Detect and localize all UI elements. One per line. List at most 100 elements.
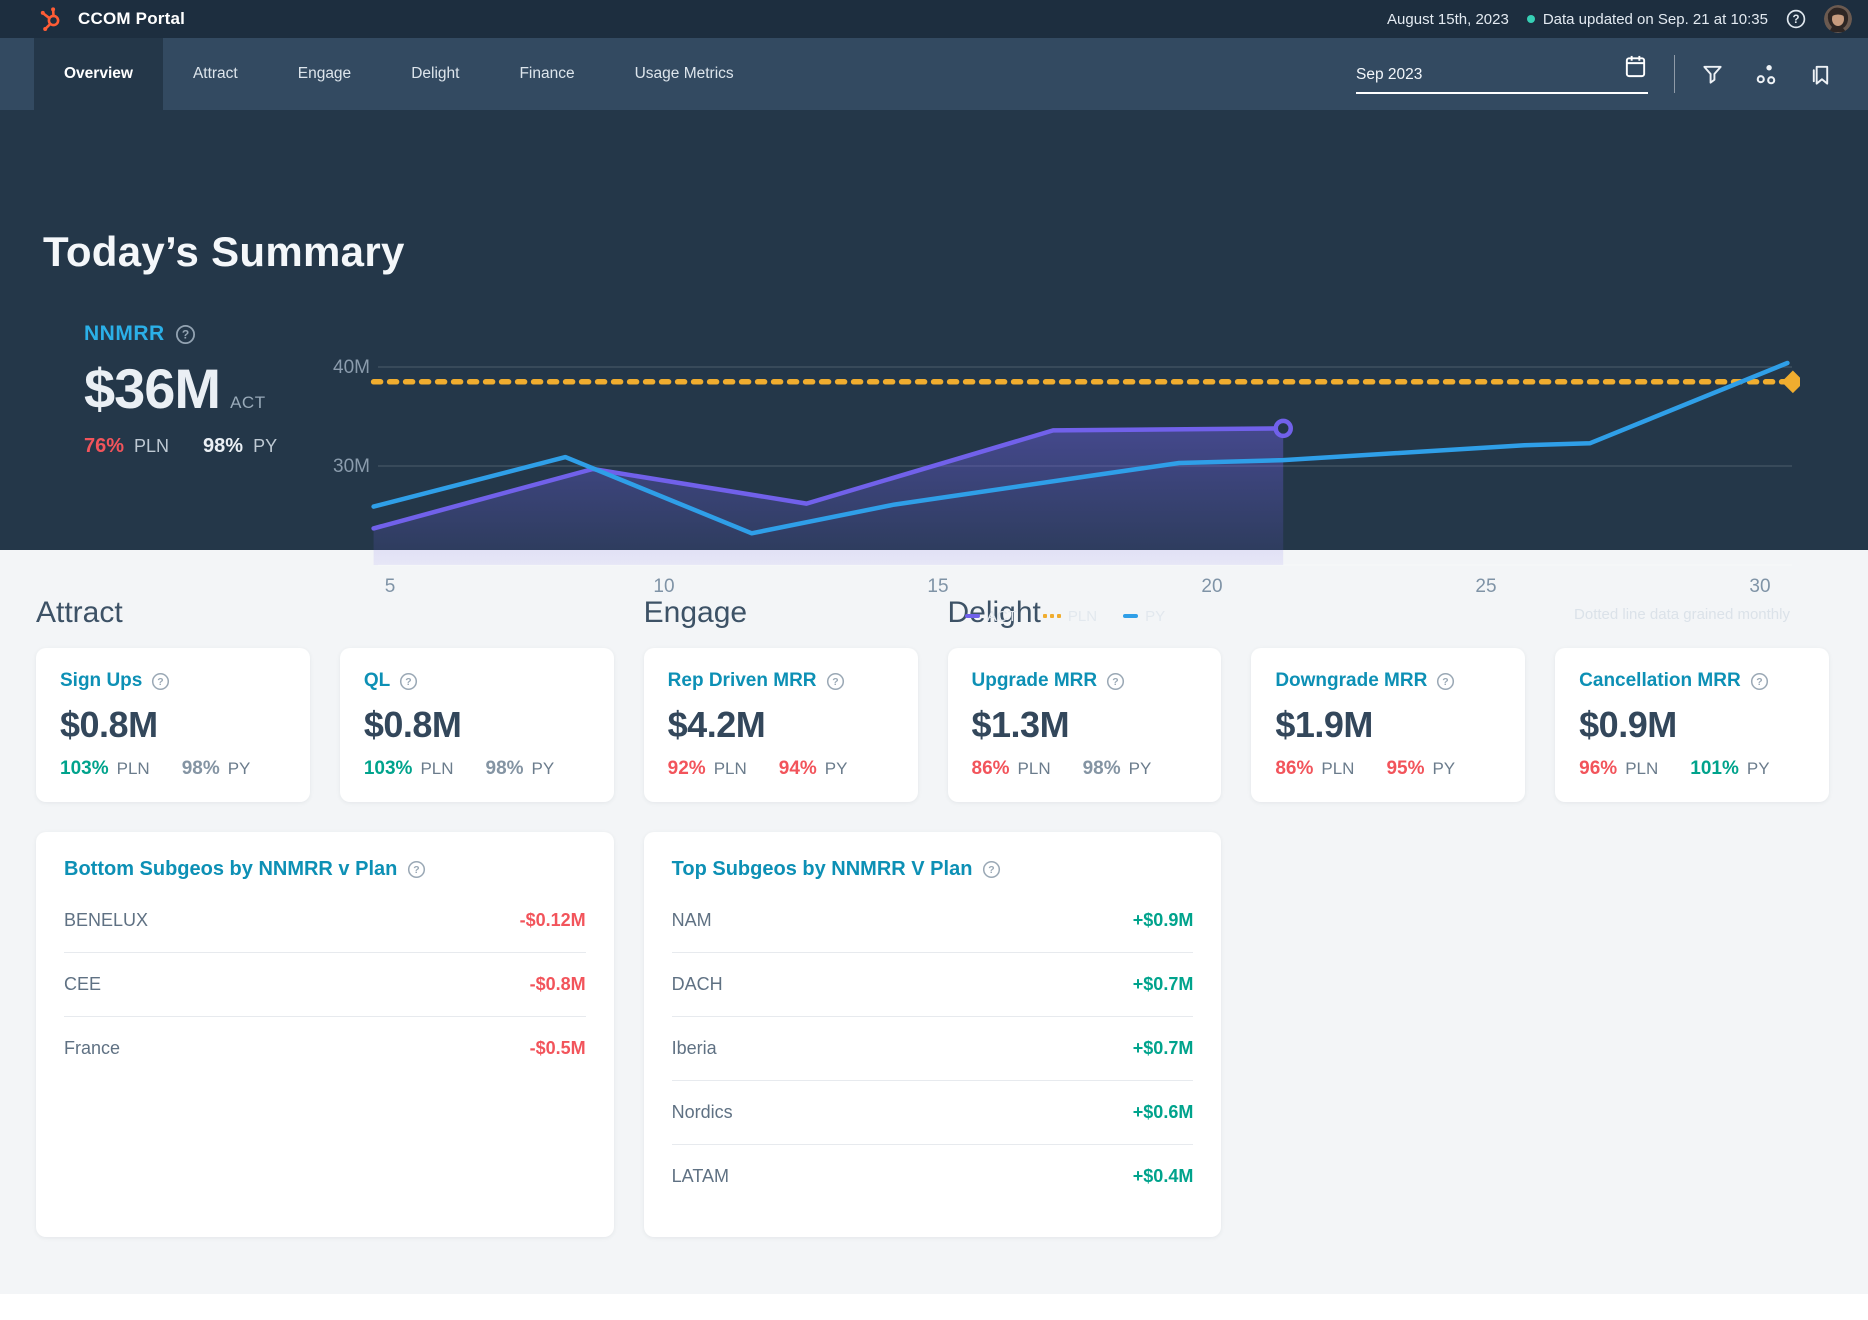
subgeo-value: -$0.5M [529, 1038, 586, 1058]
tab-usage-metrics[interactable]: Usage Metrics [634, 65, 734, 82]
subgeo-row: CEE -$0.8M [64, 953, 586, 1017]
metric-cards-grid: Sign Ups ? $0.8M 103% PLN 98% PY QL ? $0… [36, 648, 1829, 802]
metric-value: $0.8M [60, 704, 158, 745]
chart-footnote: Dotted line data grained monthly [1574, 606, 1790, 623]
subgeo-label: Nordics [671, 1102, 733, 1122]
metric-card-ql: QL ? $0.8M 103% PLN 98% PY [339, 648, 614, 802]
metric-help-icon[interactable]: ? [1750, 672, 1769, 691]
pln-label: PLN [1017, 759, 1051, 778]
subgeo-row: BENELUX -$0.12M [64, 889, 586, 953]
subgeo-row: DACH +$0.7M [671, 953, 1194, 1017]
metric-help-icon[interactable]: ? [826, 672, 845, 691]
filter-icon[interactable] [1701, 63, 1724, 86]
metric-vs-plan-row: 92% PLN 94% PY [668, 758, 894, 780]
help-icon[interactable]: ? [1786, 9, 1806, 29]
page-title: Today’s Summary [43, 228, 405, 275]
legend-item-py: PY [1123, 608, 1165, 625]
pln-label: PLN [713, 759, 747, 778]
data-freshness-dot [1526, 15, 1535, 23]
pln-label: PLN [1625, 759, 1659, 778]
metric-help-icon[interactable]: ? [1436, 672, 1455, 691]
footer-strip [0, 1294, 1868, 1320]
subgeo-value: -$0.8M [529, 974, 586, 994]
month-picker-field[interactable]: Sep 2023 [1356, 54, 1648, 94]
share-icon[interactable] [1754, 62, 1779, 87]
section-header-engage: Engage [643, 596, 748, 629]
subgeo-card-bottom: Bottom Subgeos by NNMRR v Plan ? BENELUX… [36, 832, 614, 1237]
py-label: PY [1432, 759, 1456, 778]
svg-text:?: ? [1756, 677, 1762, 688]
subgeo-label: France [64, 1038, 121, 1058]
subgeo-row: Nordics +$0.6M [671, 1081, 1194, 1145]
svg-text:?: ? [1112, 677, 1118, 688]
navbar: Overview Attract Engage Delight Finance Usage… [0, 38, 1868, 110]
py-label: PY [253, 436, 278, 456]
current-date: August 15th, 2023 [1387, 10, 1509, 28]
subgeo-label: DACH [671, 974, 723, 994]
subgeo-value: +$0.4M [1132, 1166, 1194, 1186]
metric-card-title: Rep Driven MRR [667, 670, 817, 691]
metric-card-title: QL [363, 670, 391, 691]
subgeo-cards-row: Bottom Subgeos by NNMRR v Plan ? BENELUX… [36, 832, 1829, 1237]
metrics-section: Attract Engage Delight Sign Ups ? $0.8M 10… [0, 596, 1868, 1237]
legend-swatch-dash [1123, 614, 1139, 618]
metric-card-title: Downgrade MRR [1275, 670, 1428, 691]
metric-pln-pct: 86% [971, 758, 1010, 779]
section-header-attract: Attract [36, 596, 123, 629]
legend-swatch-dots [1042, 614, 1061, 618]
tab-attract[interactable]: Attract [192, 65, 238, 82]
nav-divider [1674, 55, 1675, 93]
metric-card-title: Sign Ups [60, 670, 143, 691]
subgeo-row: LATAM +$0.4M [672, 1145, 1194, 1208]
nnmrr-help-icon[interactable]: ? [175, 324, 196, 345]
py-label: PY [531, 759, 555, 778]
svg-text:?: ? [158, 677, 164, 688]
svg-text:?: ? [1443, 677, 1449, 688]
calendar-icon[interactable] [1623, 54, 1648, 84]
metric-value: $1.9M [1275, 704, 1373, 745]
subgeo-help-icon[interactable]: ? [407, 860, 426, 879]
svg-text:?: ? [1792, 14, 1799, 26]
metric-help-icon[interactable]: ? [151, 672, 170, 691]
svg-text:?: ? [989, 865, 995, 876]
metric-card-upgrade-mrr: Upgrade MRR ? $1.3M 86% PLN 98% PY [947, 648, 1222, 802]
topbar: CCOM Portal August 15th, 2023 Data updat… [0, 0, 1868, 38]
metric-py-pct: 101% [1690, 758, 1739, 779]
section-headers: Attract Engage Delight [36, 596, 1829, 630]
metric-vs-plan-row: 86% PLN 95% PY [1275, 758, 1501, 780]
subgeo-row: Iberia +$0.7M [671, 1017, 1194, 1081]
svg-text:?: ? [832, 677, 838, 688]
data-updated-text: Data updated on Sep. 21 at 10:35 [1542, 10, 1768, 28]
legend-item-act: ACT [964, 607, 1017, 625]
pln-label: PLN [1321, 759, 1355, 778]
svg-text:15: 15 [927, 576, 948, 597]
tab-overview[interactable]: Overview [34, 38, 163, 110]
subgeo-row: NAM +$0.9M [671, 889, 1194, 953]
metric-help-icon[interactable]: ? [1106, 672, 1125, 691]
svg-text:30M: 30M [333, 456, 370, 477]
metric-help-icon[interactable]: ? [399, 672, 418, 691]
section-header-delight: Delight [947, 596, 1041, 629]
metric-pln-pct: 96% [1579, 758, 1618, 779]
subgeo-help-icon[interactable]: ? [982, 860, 1001, 879]
nnmrr-stat: NNMRR ? $36M ACT 76% PLN 98% PY [84, 322, 277, 458]
metric-card-rep-driven-mrr: Rep Driven MRR ? $4.2M 92% PLN 94% PY [643, 648, 918, 802]
user-avatar[interactable] [1824, 5, 1852, 33]
svg-text:?: ? [414, 865, 420, 876]
legend-label: PY [1145, 607, 1166, 625]
tab-engage[interactable]: Engage [297, 65, 352, 82]
metric-py-pct: 95% [1386, 758, 1425, 779]
bookmark-icon[interactable] [1809, 63, 1832, 86]
svg-text:20: 20 [1201, 576, 1222, 597]
metric-value: $0.9M [1579, 704, 1677, 745]
tab-delight[interactable]: Delight [411, 65, 460, 82]
nnmrr-vs-plan-row: 76% PLN 98% PY [84, 435, 277, 458]
month-picker-value: Sep 2023 [1356, 66, 1423, 83]
svg-text:40M: 40M [333, 357, 370, 378]
py-label: PY [1128, 759, 1152, 778]
py-label: PY [1746, 759, 1770, 778]
metric-py-pct: 98% [485, 758, 524, 779]
legend-label: ACT [986, 607, 1017, 625]
tab-finance[interactable]: Finance [519, 65, 575, 82]
app-title: CCOM Portal [78, 9, 186, 28]
